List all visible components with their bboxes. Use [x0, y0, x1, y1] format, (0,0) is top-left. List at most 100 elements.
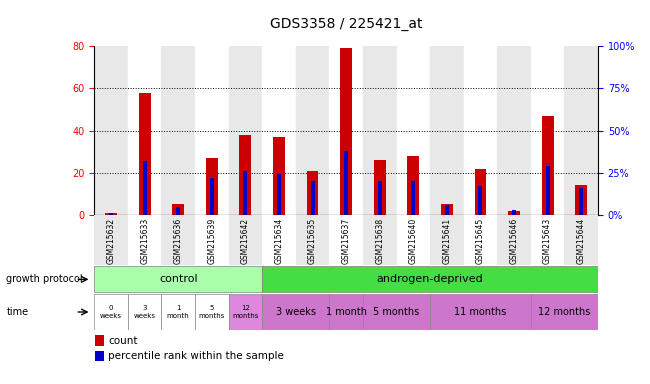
Bar	[172, 204, 184, 215]
Text: GSM215646: GSM215646	[510, 217, 519, 264]
Bar	[531, 215, 564, 265]
Bar	[344, 151, 348, 215]
Bar	[445, 205, 449, 215]
Bar	[262, 295, 330, 329]
Bar	[296, 46, 330, 215]
Text: GSM215635: GSM215635	[308, 217, 317, 264]
Bar	[411, 181, 415, 215]
Bar	[176, 207, 180, 215]
Text: growth protocol: growth protocol	[6, 274, 83, 285]
Bar	[508, 211, 520, 215]
Bar	[378, 181, 382, 215]
Bar	[531, 46, 564, 215]
Bar	[311, 181, 315, 215]
Text: 1
month: 1 month	[167, 306, 190, 318]
Bar	[330, 295, 363, 329]
Text: GSM215637: GSM215637	[342, 217, 350, 264]
Text: 5
months: 5 months	[199, 306, 225, 318]
Bar	[564, 46, 598, 215]
Bar	[463, 215, 497, 265]
Bar	[330, 215, 363, 265]
Bar	[277, 174, 281, 215]
Bar	[408, 156, 419, 215]
Bar	[161, 46, 195, 215]
Text: GSM215640: GSM215640	[409, 217, 418, 264]
Text: GSM215644: GSM215644	[577, 217, 586, 264]
Bar	[94, 266, 262, 292]
Bar	[396, 215, 430, 265]
Text: GSM215641: GSM215641	[443, 217, 451, 264]
Bar	[430, 46, 463, 215]
Bar	[128, 46, 161, 215]
Bar	[579, 188, 583, 215]
Bar	[307, 170, 318, 215]
Bar	[262, 46, 296, 215]
Bar	[229, 215, 262, 265]
Bar	[195, 46, 229, 215]
Bar	[95, 335, 104, 346]
Bar	[161, 215, 195, 265]
Bar	[142, 161, 147, 215]
Bar	[273, 137, 285, 215]
Text: GSM215642: GSM215642	[241, 217, 250, 264]
Bar	[229, 295, 262, 329]
Text: GSM215638: GSM215638	[375, 217, 384, 264]
Text: GSM215633: GSM215633	[140, 217, 149, 264]
Bar	[195, 215, 229, 265]
Bar	[94, 295, 128, 329]
Text: GSM215643: GSM215643	[543, 217, 552, 264]
Bar	[363, 295, 430, 329]
Text: count: count	[108, 336, 138, 346]
Text: GDS3358 / 225421_at: GDS3358 / 225421_at	[270, 17, 422, 31]
Bar	[545, 166, 550, 215]
Bar	[206, 158, 218, 215]
Bar	[94, 46, 128, 215]
Bar	[243, 171, 248, 215]
Text: control: control	[159, 274, 198, 284]
Text: percentile rank within the sample: percentile rank within the sample	[108, 351, 284, 361]
Bar	[94, 215, 128, 265]
Bar	[262, 266, 598, 292]
Text: 12
months: 12 months	[232, 306, 259, 318]
Bar	[296, 215, 330, 265]
Bar	[497, 46, 531, 215]
Bar	[229, 46, 262, 215]
Bar	[531, 295, 598, 329]
Bar	[128, 295, 161, 329]
Bar	[109, 214, 113, 215]
Bar	[463, 46, 497, 215]
Bar	[330, 46, 363, 215]
Text: GSM215636: GSM215636	[174, 217, 183, 264]
Text: androgen-deprived: androgen-deprived	[377, 274, 484, 284]
Text: 1 month: 1 month	[326, 307, 367, 317]
Bar	[564, 215, 598, 265]
Text: 3 weeks: 3 weeks	[276, 307, 316, 317]
Bar	[441, 204, 453, 215]
Bar	[497, 215, 531, 265]
Bar	[195, 295, 229, 329]
Bar	[105, 213, 117, 215]
Text: 3
weeks: 3 weeks	[134, 306, 155, 318]
Bar	[128, 215, 161, 265]
Text: 0
weeks: 0 weeks	[100, 306, 122, 318]
Bar	[474, 169, 486, 215]
Bar	[161, 295, 195, 329]
Text: GSM215645: GSM215645	[476, 217, 485, 264]
Bar	[541, 116, 554, 215]
Bar	[363, 46, 396, 215]
Bar	[374, 160, 385, 215]
Text: GSM215632: GSM215632	[107, 217, 116, 264]
Text: GSM215634: GSM215634	[274, 217, 283, 264]
Text: 11 months: 11 months	[454, 307, 506, 317]
Bar	[239, 135, 252, 215]
Bar	[430, 215, 463, 265]
Bar	[262, 215, 296, 265]
Text: 12 months: 12 months	[538, 307, 591, 317]
Bar	[512, 210, 516, 215]
Bar	[210, 178, 214, 215]
Bar	[340, 48, 352, 215]
Text: GSM215639: GSM215639	[207, 217, 216, 264]
Bar	[478, 186, 482, 215]
Text: 5 months: 5 months	[373, 307, 420, 317]
Bar	[430, 295, 531, 329]
